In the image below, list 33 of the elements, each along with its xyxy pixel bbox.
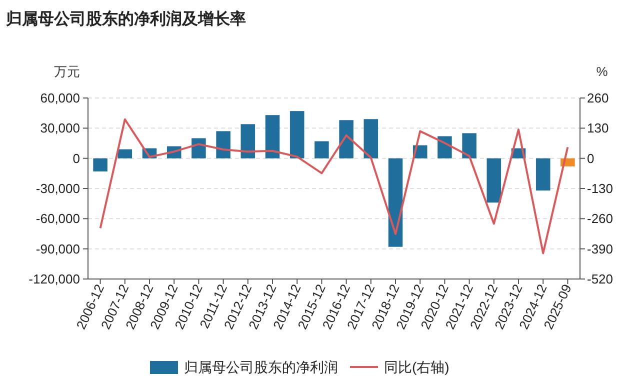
y2-axis-title: %: [596, 64, 608, 79]
bar: [216, 131, 230, 158]
y-tick-label: -60,000: [36, 211, 80, 226]
bar: [536, 158, 550, 191]
y-tick-label: -30,000: [36, 181, 80, 196]
y2-tick-label: 0: [587, 150, 594, 166]
y2-tick-label: -520: [587, 272, 614, 287]
line-series: [99, 118, 569, 254]
bar: [314, 141, 329, 158]
y2-tick-label: 130: [587, 120, 609, 136]
bar: [240, 124, 256, 158]
y2-tick-label: -260: [587, 211, 614, 226]
y-tick-label: 60,000: [40, 90, 80, 106]
bar: [93, 158, 108, 172]
y2-tick-label: -390: [587, 241, 614, 256]
bar: [388, 158, 403, 247]
bar: [364, 119, 378, 158]
chart-title: 归属母公司股东的净利润及增长率: [5, 9, 246, 28]
bar: [265, 115, 280, 158]
bar: [486, 158, 502, 203]
y-tick-label: 30,000: [40, 120, 80, 136]
y-tick-label: 0: [72, 150, 80, 166]
y-tick-label: -90,000: [36, 241, 80, 256]
bar: [462, 133, 476, 158]
y-tick-label: -120,000: [28, 272, 80, 287]
y-axis-title: 万元: [54, 64, 80, 79]
bar: [118, 149, 132, 158]
legend-label: 归属母公司股东的净利润: [184, 359, 338, 375]
y2-tick-label: -130: [587, 181, 614, 196]
bar: [339, 120, 354, 158]
bar: [290, 111, 304, 158]
legend-label: 同比(右轴): [384, 359, 450, 375]
y2-tick-label: 260: [587, 90, 609, 106]
